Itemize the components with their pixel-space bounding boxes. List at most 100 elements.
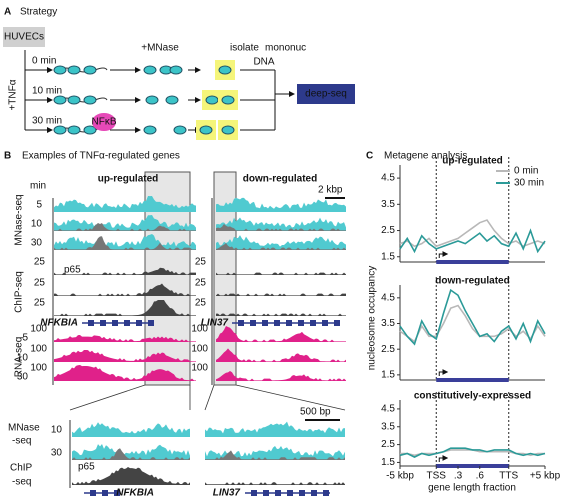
tss-arrow <box>438 369 449 376</box>
y-tick-label: 3.5 <box>381 318 395 329</box>
assay-label: MNase <box>8 423 40 434</box>
exon <box>274 320 280 326</box>
nucleosome <box>145 95 159 105</box>
digest-label: +MNase <box>141 43 179 54</box>
nucleosome <box>221 125 235 135</box>
signal-track <box>54 236 196 250</box>
time-label: 0 min <box>32 56 56 67</box>
panel-title: Examples of TNFα-regulated genes <box>22 151 180 162</box>
nucleosome <box>83 95 97 105</box>
chip-factor: p65 <box>78 462 95 473</box>
chip-scale: 25 <box>195 257 207 268</box>
series-line <box>399 219 546 248</box>
scale-label: 500 bp <box>300 407 331 418</box>
nucleosome <box>67 95 81 105</box>
signal-track <box>54 196 196 212</box>
signal-track <box>54 283 196 296</box>
assay-label: MNase-seq <box>14 194 25 245</box>
track-time: 5 <box>36 200 42 211</box>
track-time: 10 <box>31 219 43 230</box>
nucleosome <box>53 65 67 75</box>
chart-title: down-regulated <box>435 276 509 287</box>
signal-track <box>216 235 346 250</box>
nucleosome <box>53 95 67 105</box>
output-label: deep-seq <box>305 89 347 100</box>
column-title: up-regulated <box>98 174 159 185</box>
chart-title: constitutively-expressed <box>414 391 531 402</box>
signal-track <box>216 326 346 342</box>
nucleosome <box>173 125 187 135</box>
exon <box>299 490 305 496</box>
x-tick-label: +5 kbp <box>530 471 561 482</box>
series-line <box>399 447 546 458</box>
assay-label: ChIP-seq <box>14 271 25 313</box>
panel-title: Metagene analysis <box>384 151 467 162</box>
x-tick-label: TTS <box>499 471 518 482</box>
exon <box>238 320 244 326</box>
exon <box>311 490 317 496</box>
gene-body <box>436 260 509 264</box>
exon <box>263 490 269 496</box>
y-tick-label: 2.5 <box>381 344 395 355</box>
exon <box>114 490 120 496</box>
cell-label: HUVECs <box>4 32 44 43</box>
track-time: 10 <box>17 353 29 364</box>
exon <box>148 320 154 326</box>
treatment-label: +TNFα <box>8 79 19 110</box>
tss-arrow <box>438 251 449 258</box>
series-line <box>399 288 546 346</box>
y-tick-label: 1.5 <box>381 251 395 262</box>
exon <box>124 320 130 326</box>
signal-track <box>216 313 346 316</box>
signal-track <box>205 445 345 460</box>
nucleosome <box>165 95 179 105</box>
exon <box>287 490 293 496</box>
signal-track <box>54 222 196 231</box>
nucleosome <box>143 125 157 135</box>
nucleosome <box>67 125 81 135</box>
legend-label: 0 min <box>514 166 538 177</box>
nucleosome <box>205 95 219 105</box>
rna-scale: 100 <box>191 324 208 335</box>
chip-scale: 25 <box>195 298 207 309</box>
signal-track <box>54 300 196 316</box>
chip-factor: p65 <box>64 265 81 276</box>
signal-track <box>216 293 346 296</box>
isolate-label: isolate <box>230 43 259 54</box>
signal-track <box>72 467 190 485</box>
exon <box>322 320 328 326</box>
exon <box>88 320 94 326</box>
column-title: down-regulated <box>243 174 317 185</box>
gene-body <box>436 378 509 382</box>
time-label: 30 min <box>32 116 62 127</box>
track-time: 5 <box>22 333 28 344</box>
tss-arrow <box>438 455 449 462</box>
y-tick-label: 4.5 <box>381 173 395 184</box>
rna-scale: 100 <box>30 324 47 335</box>
x-axis-label: gene length fraction <box>428 483 516 494</box>
exon <box>136 320 142 326</box>
zoom-lines <box>69 384 346 411</box>
nucleosome <box>53 125 67 135</box>
panel-title: Strategy <box>20 7 57 18</box>
y-tick-label: 3.5 <box>381 421 395 432</box>
rna-scale: 100 <box>30 344 47 355</box>
track-time: 10 <box>51 425 63 436</box>
y-tick-label: 1.5 <box>381 457 395 468</box>
isolate-label: DNA <box>253 57 274 68</box>
exon <box>286 320 292 326</box>
rna-scale: 100 <box>191 344 208 355</box>
y-tick-label: 2.5 <box>381 225 395 236</box>
nucleosome <box>169 65 183 75</box>
output-box <box>297 84 355 104</box>
factor-label: NFκB <box>92 117 117 128</box>
exon <box>310 320 316 326</box>
signal-track <box>54 334 196 342</box>
nucleosome <box>67 65 81 75</box>
y-tick-label: 3.5 <box>381 199 395 210</box>
signal-track <box>216 242 346 250</box>
exon <box>251 490 257 496</box>
exon <box>298 320 304 326</box>
assay-label: -seq <box>12 436 31 447</box>
